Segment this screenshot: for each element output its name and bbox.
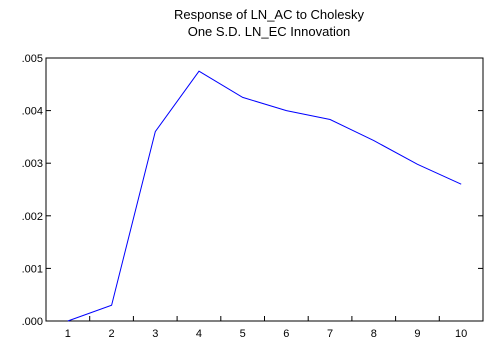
x-tick-label: 5 (240, 328, 246, 340)
x-tick-label: 10 (455, 328, 467, 340)
x-tick-label: 6 (283, 328, 289, 340)
x-tick-label: 3 (152, 328, 158, 340)
x-tick-label: 2 (108, 328, 114, 340)
x-tick-label: 7 (327, 328, 333, 340)
series-line (67, 70, 462, 322)
y-tick-label: .000 (22, 316, 43, 328)
y-tick-label: .002 (22, 211, 43, 223)
y-tick-label: .003 (22, 158, 43, 170)
x-tick-label: 1 (65, 328, 71, 340)
x-tick-label: 9 (414, 328, 420, 340)
chart-title-line-2: One S.D. LN_EC Innovation (188, 24, 351, 39)
y-tick-label: .005 (22, 53, 43, 65)
plot-frame (45, 57, 484, 322)
y-tick-label: .001 (22, 263, 43, 275)
chart-title-line-1: Response of LN_AC to Cholesky (174, 7, 365, 22)
y-tick-label: .004 (22, 106, 43, 118)
series-layer (67, 70, 462, 322)
x-axis: 1 2 3 4 5 6 7 8 9 10 (45, 316, 484, 340)
y-axis: .000 .001 .002 .003 .004 .005 (22, 53, 483, 328)
x-tick-label: 8 (371, 328, 377, 340)
x-tick-label: 4 (196, 328, 202, 340)
